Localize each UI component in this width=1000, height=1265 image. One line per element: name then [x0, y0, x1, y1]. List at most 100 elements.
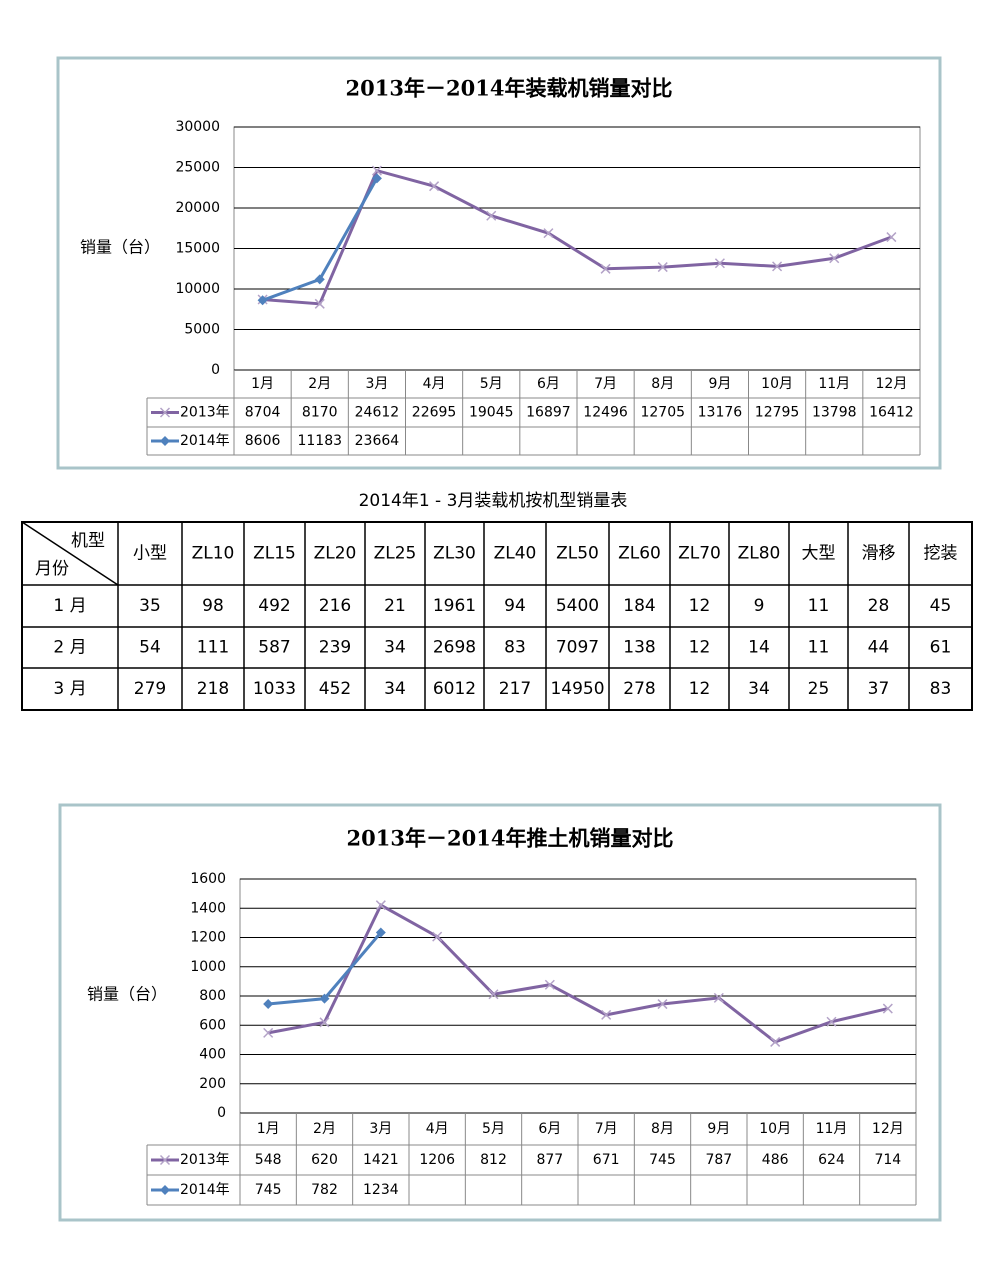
data-table-value: 714: [874, 1152, 901, 1168]
table-diagonal: [21, 521, 119, 586]
y-tick-label: 10000: [175, 281, 220, 297]
chart-frame: [58, 803, 942, 1222]
data-point: [263, 999, 274, 1010]
x-tick-label: 1月: [257, 1121, 280, 1137]
column-header: ZL60: [618, 544, 661, 564]
data-point: [772, 261, 783, 272]
y-tick-label: 0: [217, 1105, 226, 1121]
data-point: [770, 1036, 781, 1047]
table-cell: 7097: [556, 638, 599, 658]
x-tick-label: 3月: [365, 376, 388, 392]
legend-label: 2013年: [180, 1152, 230, 1168]
table-cell: 21: [384, 596, 406, 616]
table-cell: 1033: [253, 679, 296, 699]
x-tick-label: 7月: [594, 376, 617, 392]
data-table-value: 16412: [869, 405, 914, 421]
data-table-value: 624: [818, 1152, 845, 1168]
table-cell: 83: [930, 679, 952, 699]
x-tick-label: 10月: [759, 1121, 791, 1137]
x-tick-label: 12月: [876, 376, 908, 392]
table-cell: 11: [808, 596, 830, 616]
data-point: [319, 1017, 330, 1028]
y-tick-label: 400: [199, 1047, 226, 1063]
data-point: [886, 232, 897, 243]
data-table-value: 787: [705, 1152, 732, 1168]
table-cell: 5400: [556, 596, 599, 616]
column-header: 小型: [133, 544, 167, 564]
legend-marker: [159, 1154, 171, 1166]
table-cell: 9: [754, 596, 765, 616]
data-table-value: 13176: [698, 405, 743, 421]
table-cell: 12: [689, 596, 711, 616]
table-cell: 1961: [433, 596, 476, 616]
corner-header: 机型: [71, 531, 105, 551]
data-point: [314, 298, 325, 309]
legend-marker: [160, 436, 170, 446]
x-tick-label: 4月: [426, 1121, 449, 1137]
x-tick-label: 9月: [707, 1121, 730, 1137]
data-table-value: 19045: [469, 405, 514, 421]
x-tick-label: 8月: [651, 376, 674, 392]
y-tick-label: 1000: [190, 959, 226, 975]
table-cell: 98: [202, 596, 224, 616]
column-header: ZL30: [433, 544, 476, 564]
column-header: ZL80: [738, 544, 781, 564]
data-point: [429, 181, 440, 192]
table-cell: 587: [258, 638, 290, 658]
table-cell: 1 月: [53, 596, 86, 616]
table-cell: 2 月: [53, 638, 86, 658]
table-cell: 6012: [433, 679, 476, 699]
x-tick-label: 12月: [872, 1121, 904, 1137]
data-point: [371, 165, 382, 176]
y-tick-label: 25000: [175, 160, 220, 176]
data-table-value: 877: [536, 1152, 563, 1168]
y-axis-label: 销量（台）: [87, 985, 167, 1004]
data-table-value: 1206: [419, 1152, 455, 1168]
data-table-value: 23664: [355, 433, 400, 449]
data-point: [371, 173, 382, 184]
table-cell: 111: [197, 638, 229, 658]
data-point: [826, 1016, 837, 1027]
data-point: [713, 992, 724, 1003]
table-cell: 217: [499, 679, 531, 699]
x-tick-label: 5月: [482, 1121, 505, 1137]
corner-header: 月份: [35, 559, 69, 579]
column-header: ZL20: [314, 544, 357, 564]
column-header: ZL10: [192, 544, 235, 564]
y-tick-label: 1600: [190, 871, 226, 887]
table-cell: 12: [689, 638, 711, 658]
data-point: [657, 999, 668, 1010]
x-tick-label: 6月: [537, 376, 560, 392]
table-cell: 61: [930, 638, 952, 658]
x-tick-label: 6月: [538, 1121, 561, 1137]
data-table-value: 12705: [640, 405, 685, 421]
table-cell: 34: [384, 638, 406, 658]
data-point: [488, 989, 499, 1000]
table-title: 2014年1 - 3月装载机按机型销量表: [359, 491, 628, 511]
data-point: [829, 253, 840, 264]
table-cell: 2698: [433, 638, 476, 658]
data-point: [714, 258, 725, 269]
column-header: ZL70: [678, 544, 721, 564]
legend-marker: [160, 1185, 170, 1195]
table-border: [21, 521, 973, 711]
data-point: [882, 1003, 893, 1014]
data-table-value: 812: [480, 1152, 507, 1168]
table-cell: 278: [623, 679, 655, 699]
table-cell: 35: [139, 596, 161, 616]
table-cell: 216: [319, 596, 351, 616]
data-point: [375, 900, 386, 911]
y-axis-label: 销量（台）: [80, 238, 160, 257]
data-point: [657, 262, 668, 273]
series-line: [267, 903, 889, 1044]
column-header: 挖装: [924, 544, 958, 564]
data-table-value: 8704: [245, 405, 281, 421]
y-tick-label: 600: [199, 1017, 226, 1033]
x-tick-label: 3月: [369, 1121, 392, 1137]
data-point: [432, 931, 443, 942]
data-table-value: 11183: [297, 433, 342, 449]
x-tick-label: 4月: [423, 376, 446, 392]
legend-label: 2014年: [180, 433, 230, 449]
column-header: 滑移: [862, 544, 896, 564]
